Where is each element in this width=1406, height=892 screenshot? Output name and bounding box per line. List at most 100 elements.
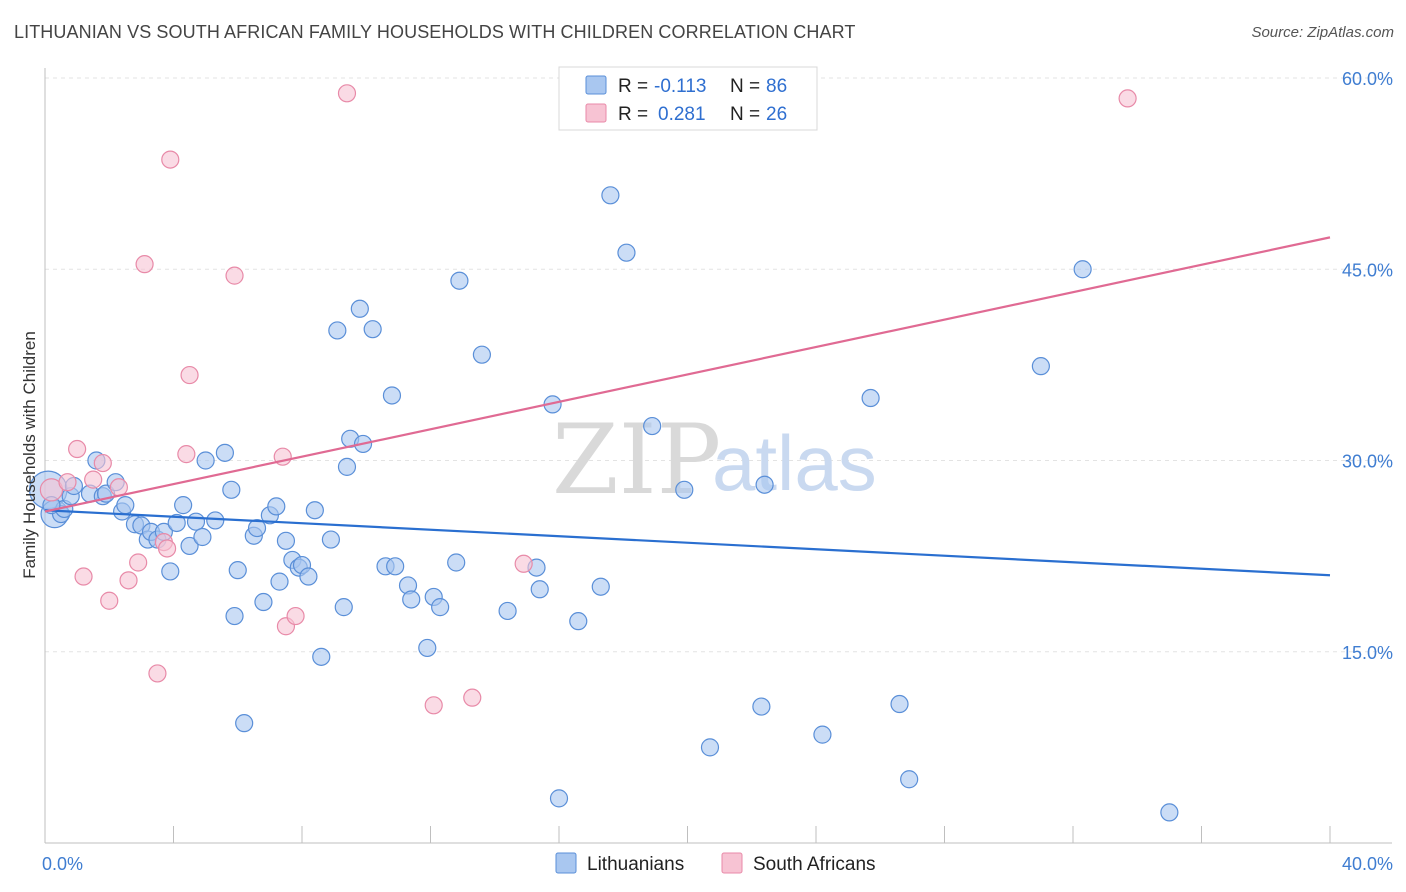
- legend-swatch-south-africans: [585, 103, 607, 123]
- lithuanians-point: [382, 386, 402, 405]
- legend-n-label-lithuanians: N =: [730, 76, 760, 97]
- lithuanians-point: [270, 572, 289, 591]
- lithuanians-point: [675, 480, 694, 499]
- lithuanians-point: [549, 789, 569, 808]
- legend-r-label-south-africans: R =: [618, 104, 648, 125]
- lithuanians-point: [363, 320, 382, 339]
- lithuanians-point: [174, 496, 193, 515]
- south-africans-point: [180, 365, 199, 385]
- lithuanians-point: [386, 557, 405, 576]
- chart-title: LITHUANIAN VS SOUTH AFRICAN FAMILY HOUSE…: [14, 22, 856, 42]
- lithuanians-point: [180, 536, 199, 556]
- lithuanians-point: [312, 647, 331, 666]
- lithuanians-trend-line: [44, 509, 1331, 577]
- lithuanians-point: [321, 530, 341, 549]
- south-africans-point: [514, 554, 533, 573]
- lithuanians-point: [116, 496, 135, 515]
- lithuanians-point: [276, 531, 296, 550]
- lithuanians-point: [196, 451, 215, 470]
- watermark-atlas: atlas: [712, 419, 877, 507]
- series-legend: Lithuanians South Africans: [555, 852, 876, 875]
- lithuanians-point: [498, 601, 517, 621]
- legend-n-value-lithuanians: 86: [766, 76, 787, 97]
- south-africans-point: [74, 567, 93, 586]
- lithuanians-point: [472, 345, 491, 364]
- south-africans-point: [129, 553, 148, 572]
- bottom-legend-swatch-south-africans: [721, 852, 743, 874]
- bottom-legend-label-south-africans: South Africans: [753, 854, 876, 875]
- lithuanians-point: [337, 457, 357, 476]
- south-africans-point: [161, 150, 180, 169]
- lithuanians-point: [591, 577, 610, 596]
- lithuanians-point: [254, 592, 273, 612]
- lithuanians-point: [206, 511, 225, 530]
- south-africans-point: [157, 539, 177, 558]
- south-africans-point: [100, 591, 119, 610]
- lithuanians-point: [1160, 803, 1179, 822]
- lithuanians-point: [752, 697, 771, 716]
- y-tick-label: 15.0%: [1342, 643, 1393, 663]
- watermark: ZIP atlas: [552, 404, 877, 516]
- lithuanians-point: [418, 638, 437, 658]
- south-africans-point: [225, 266, 244, 285]
- y-tick-label: 45.0%: [1342, 260, 1393, 280]
- lithuanians-point: [328, 321, 347, 340]
- lithuanians-point: [700, 738, 720, 757]
- lithuanians-point: [617, 243, 636, 262]
- lithuanians-point: [235, 714, 254, 733]
- lithuanians-point: [530, 580, 549, 599]
- bottom-legend-swatch-lithuanians: [555, 852, 577, 874]
- legend-r-value-south-africans: 0.281: [658, 104, 706, 125]
- legend-r-label-lithuanians: R =: [618, 76, 648, 97]
- y-tick-label: 60.0%: [1342, 69, 1393, 89]
- watermark-zip: ZIP: [552, 404, 721, 516]
- lithuanians-point: [1031, 357, 1050, 376]
- south-africans-trend-line: [44, 236, 1331, 513]
- correlation-legend: R = -0.113 N = 86 R = 0.281 N = 26: [558, 66, 818, 131]
- lithuanians-point: [1073, 260, 1092, 279]
- lithuanians-point: [890, 694, 909, 714]
- lithuanians-point: [225, 606, 244, 626]
- south-africans-point: [58, 473, 77, 492]
- lithuanians-point: [643, 416, 662, 436]
- lithuanians-point: [247, 518, 267, 538]
- south-africans-point: [148, 664, 167, 683]
- axes: 15.0% 30.0% 45.0% 60.0% 0.0% 40.0%: [42, 68, 1393, 874]
- lithuanians-point: [350, 299, 369, 318]
- south-africans-point: [424, 696, 443, 715]
- lithuanians-point: [569, 612, 588, 631]
- trend-lines: [44, 236, 1331, 577]
- lithuanians-point: [167, 513, 186, 533]
- south-africans-point: [39, 478, 64, 502]
- south-africans-point: [109, 478, 128, 497]
- south-africans-point: [84, 470, 103, 489]
- legend-r-value-lithuanians: -0.113: [654, 76, 706, 97]
- y-axis-label: Family Households with Children: [20, 331, 39, 579]
- legend-n-value-south-africans: 26: [766, 104, 787, 125]
- x-tick-label-max: 40.0%: [1342, 854, 1393, 874]
- chart-source: Source: ZipAtlas.com: [1251, 24, 1394, 41]
- lithuanians-point: [861, 388, 880, 408]
- south-africans-point: [119, 571, 138, 590]
- lithuanians-point: [161, 562, 180, 581]
- lithuanians-point: [334, 598, 353, 617]
- south-africans-points: [39, 84, 1137, 715]
- south-africans-point: [177, 445, 196, 464]
- lithuanians-point: [299, 567, 318, 586]
- lithuanians-point: [447, 553, 466, 572]
- lithuanians-point: [755, 475, 774, 494]
- south-africans-point: [286, 606, 305, 626]
- lithuanians-point: [193, 527, 212, 547]
- lithuanians-point: [402, 590, 421, 609]
- lithuanians-point: [267, 497, 286, 516]
- legend-n-label-south-africans: N =: [730, 104, 760, 125]
- lithuanians-point: [215, 443, 234, 462]
- x-tick-label-min: 0.0%: [42, 854, 83, 874]
- lithuanians-point: [900, 770, 919, 789]
- south-africans-point: [93, 453, 112, 473]
- lithuanians-point: [601, 186, 620, 205]
- lithuanians-point: [813, 725, 832, 744]
- lithuanians-point: [186, 512, 206, 531]
- south-africans-point: [68, 439, 87, 459]
